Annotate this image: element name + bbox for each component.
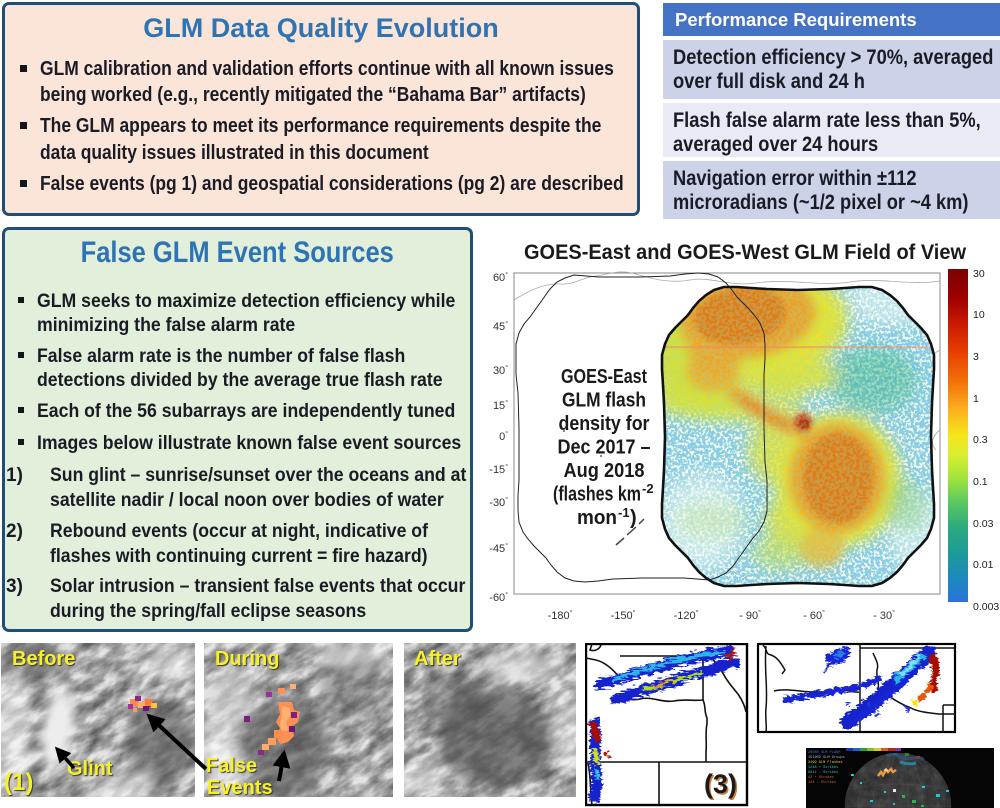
svg-text:1: 1 bbox=[973, 393, 979, 405]
svg-text:Events: Events bbox=[207, 777, 273, 799]
svg-text:- 90°: - 90° bbox=[739, 609, 761, 622]
svg-text:During: During bbox=[215, 648, 279, 670]
svg-text:0.3: 0.3 bbox=[973, 434, 988, 446]
svg-text:0.003: 0.003 bbox=[973, 601, 999, 613]
svg-text:0°: 0° bbox=[499, 430, 508, 443]
svg-text:0.01: 0.01 bbox=[973, 559, 994, 571]
svg-text:False: False bbox=[206, 755, 257, 777]
svg-text:-15°: -15° bbox=[489, 463, 508, 476]
svg-text:- 60°: - 60° bbox=[803, 609, 825, 622]
svg-text:60°: 60° bbox=[493, 271, 508, 284]
svg-text:-2: -2 bbox=[642, 481, 654, 496]
svg-text:Dec 2017 –: Dec 2017 – bbox=[558, 437, 651, 459]
svg-text:GLM flash: GLM flash bbox=[562, 390, 646, 412]
svg-text:45°: 45° bbox=[493, 320, 508, 333]
svg-text:3: 3 bbox=[973, 351, 979, 363]
svg-text:151902 GLM Groups: 151902 GLM Groups bbox=[808, 755, 845, 760]
svg-text:0.03: 0.03 bbox=[973, 518, 994, 530]
svg-text:GOES-East and GOES-West GLM Fi: GOES-East and GOES-West GLM Field of Vie… bbox=[524, 240, 966, 264]
svg-text:8911 - Strikes: 8911 - Strikes bbox=[808, 770, 838, 775]
svg-text:30: 30 bbox=[973, 268, 985, 280]
svg-text:20080 GLM FLASH: 20080 GLM FLASH bbox=[808, 751, 840, 755]
svg-text:1248 + Strikes: 1248 + Strikes bbox=[808, 765, 838, 770]
svg-text:10: 10 bbox=[973, 309, 985, 321]
svg-text:-45°: -45° bbox=[489, 542, 508, 555]
svg-text:-120°: -120° bbox=[674, 609, 699, 622]
svg-text:(flashes km: (flashes km bbox=[553, 484, 641, 506]
svg-text:- 30°: - 30° bbox=[873, 609, 895, 622]
svg-text:30°: 30° bbox=[493, 364, 508, 377]
svg-text:density for: density for bbox=[559, 413, 650, 435]
svg-text:-60°: -60° bbox=[489, 591, 508, 604]
svg-text:Aug 2018: Aug 2018 bbox=[564, 460, 645, 482]
svg-text:42 + Strokes: 42 + Strokes bbox=[808, 775, 834, 780]
svg-text:-150°: -150° bbox=[611, 609, 636, 622]
svg-text:15°: 15° bbox=[493, 399, 508, 412]
svg-text:0.1: 0.1 bbox=[973, 476, 988, 488]
svg-text:GOES-East: GOES-East bbox=[561, 366, 647, 388]
svg-text:(1): (1) bbox=[4, 769, 33, 796]
svg-text:(3): (3) bbox=[704, 769, 737, 799]
svg-text:After: After bbox=[414, 648, 461, 670]
svg-text:): ) bbox=[630, 507, 637, 529]
svg-text:Glint: Glint bbox=[67, 758, 113, 780]
svg-text:Before: Before bbox=[12, 648, 75, 670]
svg-text:-180°: -180° bbox=[548, 609, 573, 622]
svg-text:mon: mon bbox=[577, 507, 617, 529]
svg-text:3499 GLM Flashes: 3499 GLM Flashes bbox=[808, 760, 843, 765]
svg-text:124 - Strokes: 124 - Strokes bbox=[808, 780, 836, 785]
svg-text:-1: -1 bbox=[618, 505, 630, 520]
svg-text:-30°: -30° bbox=[489, 496, 508, 509]
